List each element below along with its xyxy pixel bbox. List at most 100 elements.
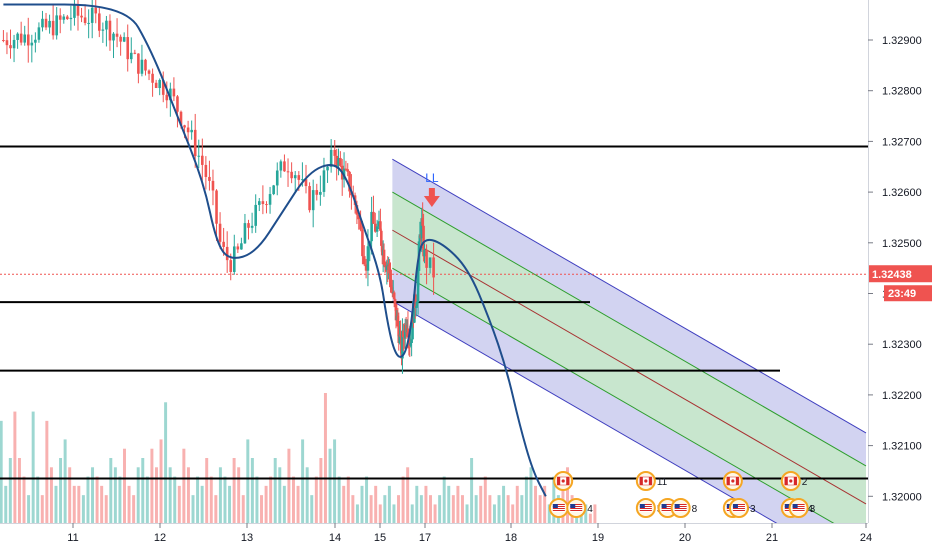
flag-bar (735, 477, 739, 485)
candle-body (413, 294, 416, 323)
candle-body (272, 185, 275, 195)
price-tick-label: 1.32900 (882, 35, 922, 47)
volume-bar (497, 495, 501, 523)
candle-body (375, 226, 379, 232)
volume-bar (86, 476, 90, 523)
flag-stripe (639, 510, 652, 511)
volume-bar (45, 420, 49, 523)
volume-bar (127, 485, 131, 523)
candle-body (154, 82, 158, 89)
candle-body (126, 37, 130, 60)
volume-bar (474, 495, 478, 523)
volume-bar (538, 495, 542, 523)
flag-canton (552, 504, 558, 508)
volume-bar (49, 467, 53, 523)
volume-bar (369, 495, 373, 523)
economic-events[interactable]: 3411528932243 (548, 471, 816, 518)
price-tick-label: 1.32000 (882, 491, 922, 503)
us-flag-icon[interactable]: 4 (566, 498, 593, 518)
volume-bars (0, 393, 597, 523)
candle-body (414, 294, 417, 308)
candle-body (311, 190, 315, 211)
flag-stripe (661, 506, 674, 507)
volume-bar (319, 458, 323, 523)
candle-body (326, 166, 329, 171)
us-flag-icon[interactable]: 3 (728, 498, 756, 518)
canada-flag-icon[interactable] (553, 471, 574, 491)
time-tick-label: 24 (860, 532, 872, 544)
candle-body (229, 260, 233, 272)
flag-stripe (552, 506, 565, 507)
candle-body (361, 229, 364, 257)
flag-stripe (661, 504, 674, 505)
volume-bar (191, 495, 195, 523)
volume-bar (54, 485, 58, 523)
candle-body (119, 36, 122, 42)
time-tick-label: 21 (766, 532, 778, 544)
event-count: 3 (810, 504, 816, 515)
candle-body (211, 180, 215, 191)
volume-bar (104, 495, 108, 523)
channel-lower-line[interactable] (392, 300, 866, 550)
channel-inner-lower-line[interactable] (392, 267, 866, 542)
candle-body (44, 18, 48, 28)
candle-body (193, 129, 197, 157)
us-flag-icon[interactable]: 3 (788, 498, 816, 518)
price-tags: 1.32438 23:49 (869, 265, 932, 302)
candle-body (12, 39, 16, 49)
candle-body (391, 287, 394, 294)
volume-bar (113, 467, 117, 523)
candle-body (83, 17, 87, 24)
volume-bar (456, 485, 460, 523)
candle-body (76, 4, 80, 16)
maple-leaf-icon (561, 479, 565, 483)
candle-body (425, 249, 428, 268)
canada-flag-icon[interactable]: 2 (780, 471, 808, 491)
volume-bar (511, 504, 515, 523)
candle-body (190, 129, 193, 133)
flag-bar (557, 477, 561, 485)
flag-canton (674, 504, 680, 508)
candle-body (204, 164, 208, 177)
candle-body (372, 211, 375, 224)
regression-channel[interactable] (392, 158, 867, 550)
canada-flag-icon[interactable] (722, 471, 743, 491)
flag-canton (661, 504, 667, 508)
volume-bar (492, 504, 496, 523)
flag-stripe (792, 510, 805, 511)
candle-body (16, 33, 19, 40)
event-count: 11 (657, 477, 668, 488)
price-tick-label: 1.32700 (882, 136, 922, 148)
volume-bar (269, 476, 273, 523)
channel-center-line[interactable] (392, 229, 867, 505)
candle-body (370, 211, 373, 242)
candle-body (87, 22, 90, 24)
candle-body (30, 42, 34, 46)
volume-bar (584, 504, 588, 523)
flag-stripe (674, 504, 687, 505)
volume-bar (228, 485, 232, 523)
volume-bar (355, 504, 359, 523)
volume-bar (81, 495, 85, 523)
time-axis[interactable]: 11 12 13 14 15 17 18 19 20 21 24 (67, 523, 872, 544)
candle-body (339, 157, 342, 166)
canada-flag-icon[interactable]: 11 (635, 471, 668, 491)
volume-bar (264, 485, 268, 523)
candle-body (169, 88, 172, 101)
candle-body (101, 29, 105, 31)
volume-bar (72, 485, 76, 523)
time-tick-label: 14 (329, 532, 341, 544)
channel-inner-upper-line[interactable] (392, 191, 867, 467)
candle-body (98, 13, 101, 31)
candle-body (385, 265, 389, 271)
channel-upper-line[interactable] (392, 158, 867, 434)
volume-bar (218, 467, 222, 523)
us-flag-icon[interactable]: 8 (670, 498, 698, 518)
candle-body (122, 37, 126, 42)
volume-bar (401, 476, 405, 523)
candle-body (2, 40, 5, 41)
volume-bar (100, 485, 104, 523)
time-tick-label: 11 (67, 532, 78, 544)
volume-bar (543, 485, 547, 523)
